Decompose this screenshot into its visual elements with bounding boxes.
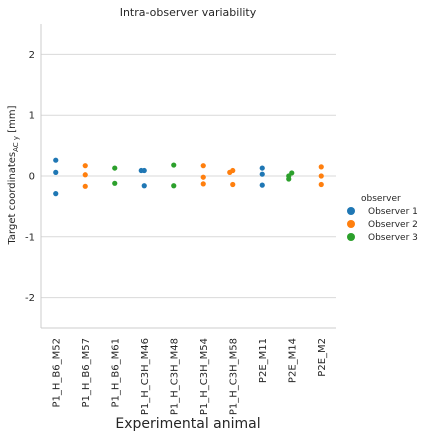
x-tick-label: P1_H_B6_M61 — [110, 338, 121, 408]
x-tick-label: P2E_M2 — [317, 338, 328, 377]
x-tick-label: P1_H_B6_M52 — [51, 338, 62, 408]
data-point — [171, 162, 177, 168]
data-point — [200, 174, 206, 180]
x-tick-label: P2E_M14 — [287, 338, 298, 383]
legend-entry: Observer 1 — [368, 207, 418, 217]
x-tick-label: P2E_M11 — [258, 338, 269, 383]
legend-entry: Observer 3 — [368, 233, 418, 243]
data-point — [112, 180, 118, 186]
data-point — [200, 181, 206, 187]
y-tick-label: -2 — [25, 293, 35, 304]
data-point — [227, 169, 233, 175]
data-point — [318, 173, 324, 179]
data-point — [230, 181, 236, 188]
grid-lines — [40, 24, 336, 329]
legend-marker — [347, 220, 355, 228]
y-axis-label-subscript: AC y — [12, 136, 20, 152]
x-axis-label: Experimental animal — [115, 416, 260, 432]
data-point — [259, 182, 265, 188]
data-point — [286, 176, 292, 182]
legend-marker — [347, 233, 355, 241]
y-tick-label: 1 — [29, 111, 35, 122]
y-tick-label: 0 — [29, 172, 35, 183]
data-point — [53, 169, 59, 175]
data-point — [171, 183, 177, 189]
data-point — [112, 165, 118, 171]
chart-title: Intra-observer variability — [120, 6, 257, 19]
x-tick-label: P1_H_C3H_M48 — [169, 338, 180, 415]
x-tick-label: P1_H_C3H_M54 — [199, 338, 210, 415]
data-point — [318, 181, 324, 188]
y-axis-label-main: Target coordinates — [7, 152, 18, 246]
data-point — [141, 183, 147, 189]
data-point — [53, 157, 59, 163]
data-point — [53, 191, 59, 197]
data-point — [82, 183, 88, 189]
x-tick-label: P1_H_C3H_M46 — [140, 338, 151, 415]
x-tick-label: P1_H_B6_M57 — [81, 338, 92, 408]
legend-marker — [347, 207, 355, 215]
y-tick-labels: -2 -1 0 1 2 — [25, 50, 35, 304]
legend-title: observer — [361, 194, 401, 204]
y-axis-label-unit: [mm] — [7, 105, 18, 136]
data-point — [200, 163, 206, 169]
data-point — [82, 172, 88, 178]
data-point — [82, 163, 88, 169]
data-point — [138, 167, 144, 174]
data-point — [259, 171, 265, 177]
data-point — [259, 165, 265, 171]
data-points — [53, 157, 324, 197]
legend-entry: Observer 2 — [368, 220, 418, 230]
data-point — [318, 164, 324, 170]
legend: observer Observer 1 Observer 2 Observer 3 — [347, 194, 418, 243]
y-axis-label: Target coordinatesAC y [mm] — [7, 105, 20, 245]
y-tick-label: 2 — [29, 50, 35, 61]
x-tick-labels: P1_H_B6_M52 P1_H_B6_M57 P1_H_B6_M61 P1_H_C3… — [51, 338, 328, 415]
x-tick-label: P1_H_C3H_M58 — [228, 338, 239, 415]
y-tick-label: -1 — [25, 232, 35, 243]
